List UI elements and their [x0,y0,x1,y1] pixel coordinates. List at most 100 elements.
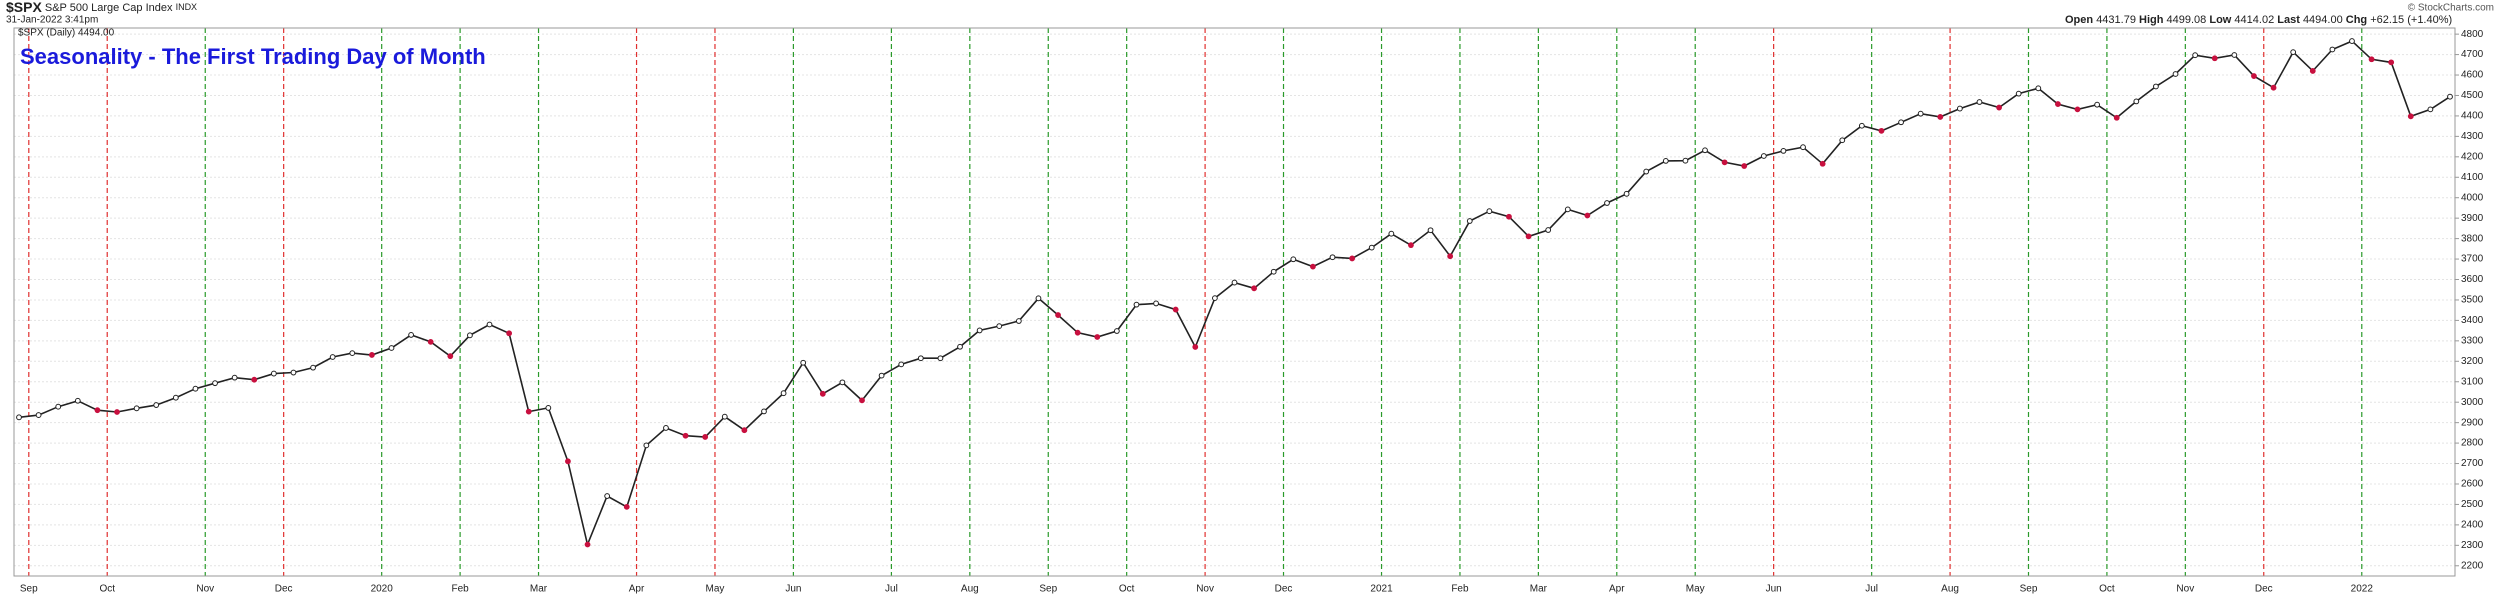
x-tick-label: Aug [961,584,979,595]
price-point [74,397,81,404]
price-point [2015,90,2022,97]
price-point [1976,99,1983,105]
price-point [16,414,22,421]
quote-label: Chg [2346,14,2367,26]
price-point [1604,200,1610,206]
y-tick-label: 3500 [2461,295,2484,306]
symbol: $SPX [6,0,42,15]
price-point [1917,110,1924,117]
y-tick-label: 4300 [2461,131,2484,142]
price-point [721,413,728,420]
price-line [18,40,2451,548]
price-point [114,409,120,415]
quote-label: Low [2209,14,2231,26]
price-point [1447,253,1454,260]
y-tick-label: 3400 [2461,315,2484,326]
price-point [388,345,395,351]
y-tick-label: 3200 [2461,356,2484,367]
price-point [1231,279,1238,286]
x-tick-label: May [706,584,725,595]
y-tick-label: 2300 [2461,540,2484,551]
x-tick-label: 2021 [1370,584,1393,595]
price-point [1878,127,1885,134]
price-point [1996,104,2002,111]
x-tick-label: 2020 [371,584,394,595]
x-tick-label: Apr [1609,584,1625,595]
price-point [2368,56,2375,63]
price-point [1545,227,1552,233]
price-point [917,355,924,362]
y-tick-label: 3800 [2461,233,2484,244]
price-point [55,403,62,410]
price-point [1172,306,1179,313]
x-tick-label: Sep [2020,584,2038,595]
price-point [761,408,767,415]
x-tick-label: Dec [1275,584,1293,595]
price-point [2192,52,2199,59]
y-tick-label: 3600 [2461,274,2484,285]
x-tick-label: Mar [1530,584,1548,595]
price-point [1780,147,1787,154]
price-point [2447,93,2453,100]
price-point [290,369,297,376]
price-point [1290,256,1297,263]
price-point [1251,285,1258,292]
price-point [2113,114,2120,121]
x-tick-label: Dec [275,584,293,595]
y-tick-label: 4000 [2461,192,2484,203]
price-point [2251,73,2257,79]
price-point [368,352,375,358]
price-point [2055,101,2061,107]
price-point [506,330,513,337]
price-point [2211,55,2218,62]
price-point [270,370,277,377]
price-point [408,332,414,338]
y-tick-label: 3000 [2461,397,2484,408]
y-tick-label: 3100 [2461,376,2484,387]
x-tick-label: Mar [530,584,548,595]
price-point [35,412,42,418]
quote-label: Open [2065,14,2093,26]
price-point [2309,68,2316,74]
price-point [878,372,885,379]
price-point [565,458,571,465]
header-symbol: $SPX S&P 500 Large Cap Index INDX [6,0,197,15]
price-point [2349,38,2355,44]
price-point [1368,244,1375,251]
quote-label: Last [2277,14,2300,26]
plot-frame [13,27,2456,577]
x-tick-label: Feb [1451,584,1469,595]
price-point [2388,59,2395,66]
price-point [1486,208,1493,215]
price-point [2231,52,2238,58]
price-point [643,442,650,449]
quote-value: 4414.02 [2234,14,2274,26]
price-point [2427,106,2434,113]
y-tick-label: 2800 [2461,438,2484,449]
x-tick-label: 2022 [2351,584,2374,595]
price-point [663,425,669,431]
price-point [780,390,787,397]
y-tick-label: 4500 [2461,90,2484,101]
price-point [1408,242,1414,249]
price-point [2035,85,2042,92]
price-point [1074,329,1081,336]
price-point [329,354,336,360]
price-point [957,343,963,350]
price-point [2407,113,2414,120]
price-point [1349,255,1356,262]
y-tick-label: 4800 [2461,29,2484,40]
price-point [800,359,807,366]
price-point [486,321,493,328]
price-point [1898,119,1904,126]
price-point [1270,268,1277,275]
y-tick-label: 3300 [2461,335,2484,346]
price-point [1643,168,1650,175]
price-point [1584,212,1591,219]
x-tick-label: May [1686,584,1705,595]
y-tick-label: 2500 [2461,499,2484,510]
price-point [349,350,356,357]
x-tick-label: Aug [1941,584,1959,595]
price-point [545,405,552,411]
